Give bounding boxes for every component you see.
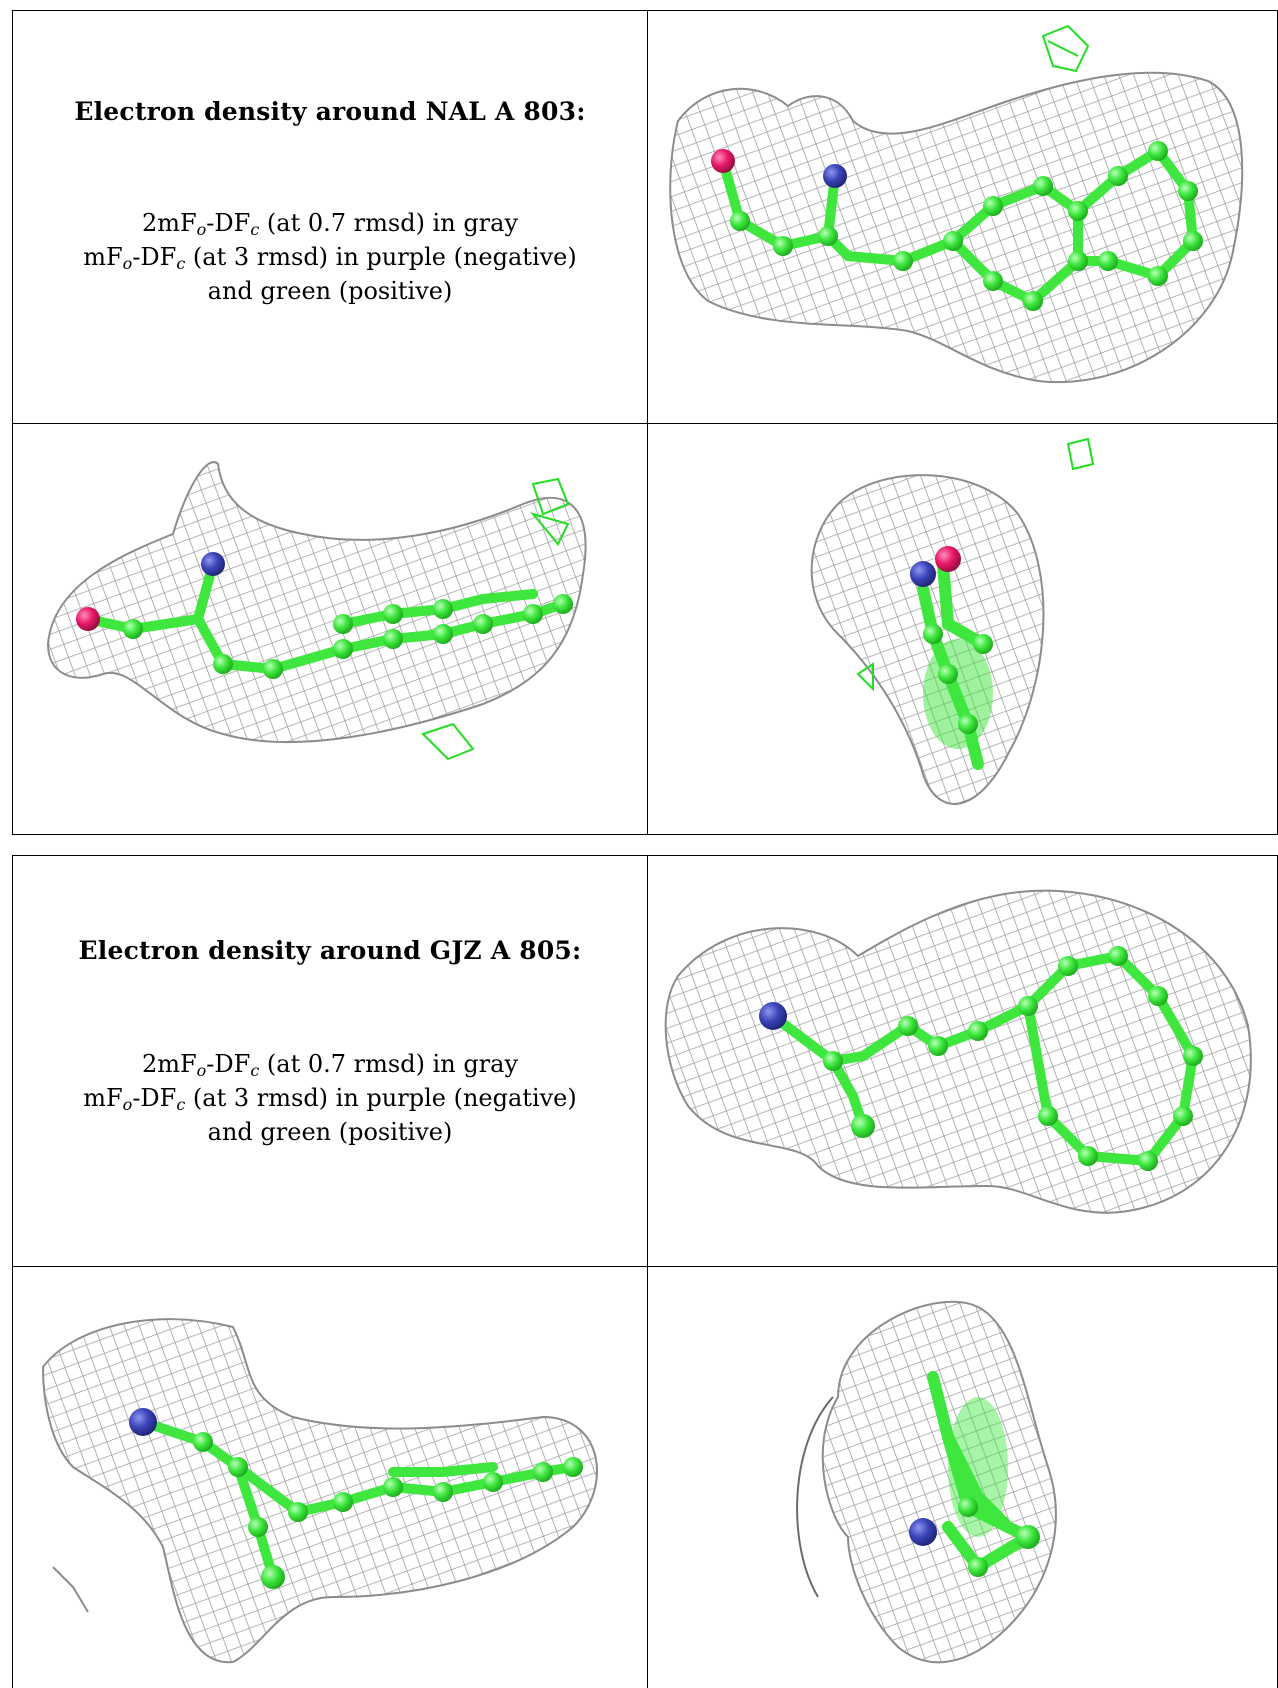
- grid-divider-horizontal: [13, 1266, 1277, 1267]
- positive-density-blob: [1041, 24, 1090, 73]
- density-view-front: [648, 856, 1278, 1266]
- density-view-front: [648, 11, 1278, 423]
- map-legend: 2mFo-DFc (at 0.7 rmsd) in gray mFo-DFc (…: [13, 1047, 647, 1149]
- legend-line-mfo-dfc: mFo-DFc (at 3 rmsd) in purple (negative): [83, 1084, 577, 1114]
- gray-density-mesh: [669, 71, 1244, 384]
- density-view-end-on: [648, 424, 1278, 834]
- ring-edge-on: [923, 639, 993, 749]
- density-view-side: [13, 424, 647, 834]
- panel-title: Electron density around GJZ A 805:: [78, 936, 582, 965]
- caption-cell: Electron density around GJZ A 805: 2mFo-…: [13, 856, 647, 1266]
- atom-spheres: [910, 546, 993, 734]
- panel-title: Electron density around NAL A 803:: [74, 97, 586, 126]
- positive-density-blob: [856, 662, 874, 692]
- positive-density-blob: [530, 477, 570, 546]
- mesh-fragment: [796, 1396, 834, 1598]
- map-legend: 2mFo-DFc (at 0.7 rmsd) in gray mFo-DFc (…: [13, 206, 647, 308]
- gray-density-mesh: [46, 461, 587, 744]
- grid-divider-vertical: [647, 11, 648, 834]
- density-view-end-on: [648, 1267, 1278, 1687]
- legend-line-2mfo-dfc: 2mFo-DFc (at 0.7 rmsd) in gray: [141, 209, 519, 239]
- mesh-fragment: [52, 1566, 89, 1613]
- legend-line-2mfo-dfc: 2mFo-DFc (at 0.7 rmsd) in gray: [141, 1050, 519, 1080]
- grid-divider-horizontal: [13, 423, 1277, 424]
- density-view-side: [13, 1267, 647, 1687]
- panel-gjz-a-805: Electron density around GJZ A 805: 2mFo-…: [12, 855, 1278, 1688]
- atom-spheres: [129, 1408, 583, 1589]
- positive-density-blob: [1066, 437, 1095, 471]
- atom-spheres: [76, 552, 573, 679]
- atom-spheres: [711, 141, 1203, 311]
- atom-spheres: [759, 946, 1203, 1171]
- atom-spheres: [909, 1497, 1040, 1577]
- gray-density-mesh: [821, 1300, 1057, 1664]
- grid-divider-vertical: [647, 856, 648, 1688]
- legend-line-green-positive: and green (positive): [207, 277, 453, 305]
- gray-density-mesh: [41, 1318, 598, 1664]
- positive-density-blob: [421, 722, 475, 761]
- gray-density-mesh: [664, 889, 1252, 1214]
- panel-nal-a-803: Electron density around NAL A 803: 2mFo-…: [12, 10, 1278, 835]
- legend-line-mfo-dfc: mFo-DFc (at 3 rmsd) in purple (negative): [83, 243, 577, 273]
- ring-edge-on: [948, 1397, 1008, 1537]
- legend-line-green-positive: and green (positive): [207, 1118, 453, 1146]
- caption-cell: Electron density around NAL A 803: 2mFo-…: [13, 11, 647, 423]
